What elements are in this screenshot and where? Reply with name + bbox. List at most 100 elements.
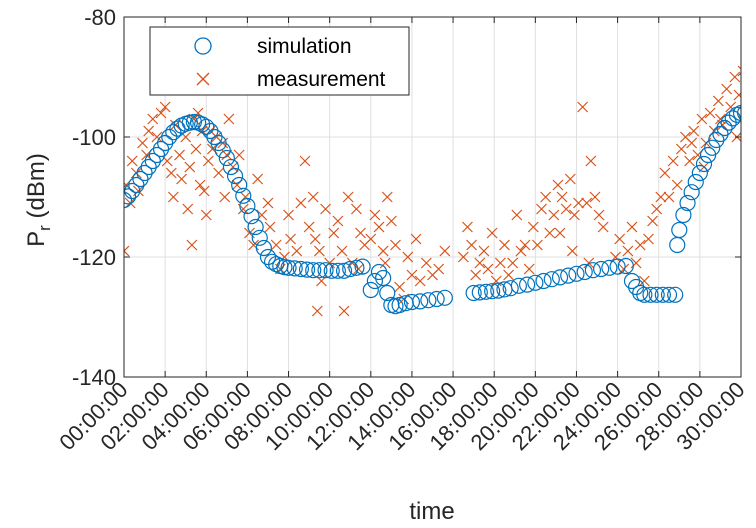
measurement-point	[544, 227, 556, 239]
simulation-point	[679, 194, 696, 212]
measurement-point	[626, 221, 638, 233]
simulation-point	[124, 182, 141, 200]
measurement-point	[684, 155, 696, 167]
measurement-point	[748, 126, 756, 136]
measurement-point	[523, 263, 535, 275]
simulation-point	[280, 259, 297, 276]
measurement-point	[262, 197, 274, 209]
measurement-point	[746, 72, 756, 82]
simulation-point	[737, 106, 741, 120]
simulation-point	[255, 239, 272, 257]
simulation-point	[660, 286, 678, 303]
simulation-point	[728, 106, 741, 123]
simulation-point	[214, 142, 231, 159]
measurement-point	[675, 143, 687, 155]
measurement-point	[182, 203, 194, 215]
measurement-point	[377, 245, 389, 257]
measurement-point	[531, 239, 543, 251]
measurement-point	[552, 179, 564, 191]
measurement-point	[390, 239, 401, 251]
simulation-point	[161, 128, 178, 146]
simulation-point	[667, 286, 684, 303]
measurement-point	[686, 137, 698, 149]
simulation-point	[568, 265, 585, 282]
measurement-point	[737, 65, 741, 77]
simulation-point	[379, 284, 396, 302]
simulation-point	[317, 262, 334, 279]
measurement-point	[410, 233, 422, 245]
measurement-point	[295, 197, 307, 209]
y-tick-label: -140	[72, 365, 116, 390]
measurement-point	[733, 89, 741, 101]
simulation-point	[576, 263, 593, 281]
measurement-point	[659, 167, 671, 179]
measurement-point	[548, 209, 560, 221]
y-axis-label: Pr (dBm)	[23, 153, 54, 247]
simulation-point	[691, 164, 708, 182]
y-axis-ticks: -80 -100 -120 -140	[72, 5, 741, 390]
simulation-point	[226, 167, 244, 185]
simulation-point	[465, 284, 482, 302]
simulation-point	[519, 276, 536, 293]
series-simulation	[124, 104, 756, 315]
simulation-point	[708, 131, 725, 149]
measurement-point	[581, 197, 593, 209]
simulation-point	[206, 128, 223, 146]
measurement-point	[270, 239, 282, 251]
data-marks	[124, 65, 756, 317]
measurement-point	[585, 155, 597, 167]
measurement-point	[527, 221, 539, 233]
simulation-point	[144, 152, 161, 170]
measurement-point	[373, 221, 385, 233]
measurement-point	[406, 269, 418, 281]
simulation-point	[477, 283, 495, 300]
simulation-point	[329, 262, 346, 279]
measurement-point	[556, 191, 568, 203]
measurement-point	[597, 221, 609, 233]
measurement-point	[328, 227, 340, 239]
measurement-point	[394, 281, 406, 293]
measurement-point	[283, 209, 294, 221]
simulation-point	[239, 197, 256, 215]
measurement-point	[264, 221, 276, 233]
measurement-point	[486, 227, 498, 239]
measurement-point	[704, 107, 716, 119]
simulation-point	[675, 206, 692, 224]
simulation-point	[671, 221, 688, 239]
simulation-point	[490, 282, 507, 299]
measurement-point	[332, 215, 344, 227]
measurement-point	[439, 245, 451, 257]
simulation-point	[286, 260, 303, 277]
measurement-point	[233, 149, 245, 161]
simulation-point	[642, 286, 659, 303]
measurement-point	[503, 269, 515, 281]
measurement-point	[336, 245, 348, 257]
measurement-point	[696, 113, 708, 125]
measurement-point	[299, 155, 311, 167]
simulation-point	[502, 280, 519, 297]
simulation-point	[742, 110, 756, 125]
y-tick-label: -80	[84, 5, 116, 30]
simulation-point	[354, 258, 371, 275]
measurement-point	[564, 173, 576, 185]
simulation-point	[669, 236, 686, 254]
measurement-point	[167, 191, 179, 203]
measurement-point	[573, 197, 584, 209]
simulation-point	[412, 293, 429, 310]
legend-simulation-marker	[194, 37, 212, 55]
measurement-point	[536, 203, 547, 215]
measurement-point	[159, 101, 171, 113]
measurement-point	[729, 71, 741, 83]
measurement-point	[303, 221, 315, 233]
simulation-point	[484, 283, 501, 300]
simulation-point	[527, 274, 544, 291]
measurement-point	[291, 245, 303, 257]
simulation-point	[375, 269, 392, 287]
measurement-point	[671, 179, 683, 191]
simulation-point	[551, 269, 569, 286]
measurement-point	[151, 131, 163, 143]
measurement-point	[688, 125, 700, 137]
measurement-point	[589, 191, 601, 203]
measurement-point	[667, 155, 679, 167]
simulation-point	[165, 124, 182, 141]
